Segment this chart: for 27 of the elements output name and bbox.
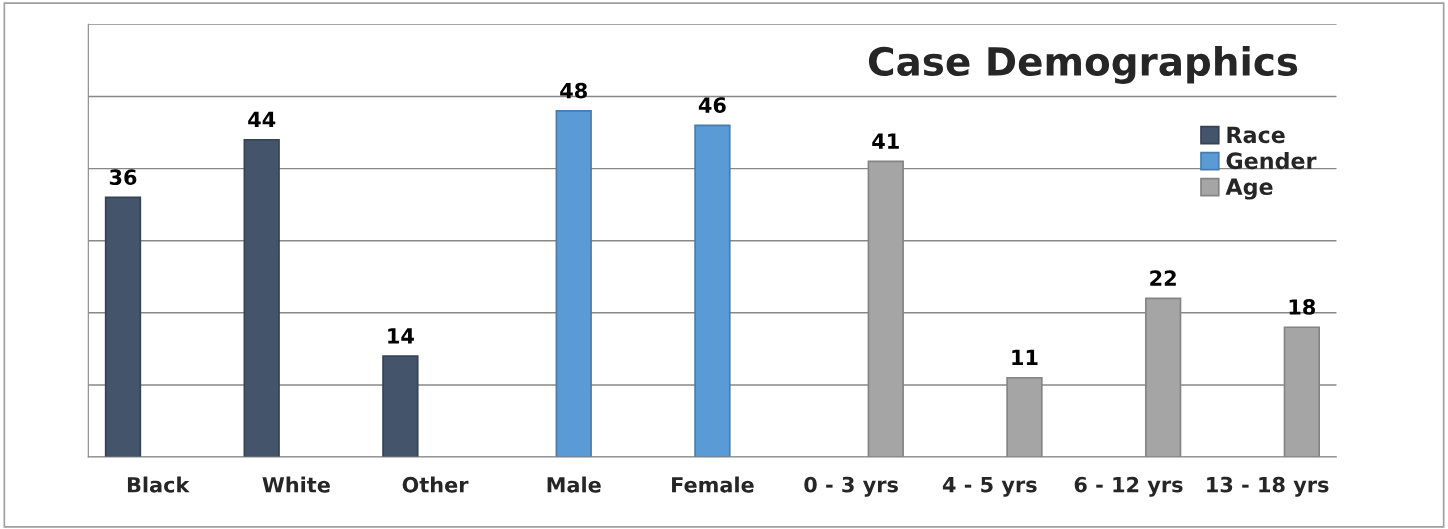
data-label: 41 bbox=[872, 133, 899, 149]
bar bbox=[694, 124, 731, 458]
data-label: 18 bbox=[1289, 299, 1316, 315]
data-label: 48 bbox=[560, 82, 587, 99]
x-tick-label: White bbox=[262, 476, 330, 493]
data-label: 11 bbox=[1012, 349, 1038, 366]
bar bbox=[104, 196, 142, 458]
x-tick-label: Male bbox=[547, 476, 601, 493]
x-tick-label: 4 - 5 yrs bbox=[942, 476, 1037, 497]
x-tick-label: Black bbox=[127, 476, 190, 493]
data-label: 44 bbox=[248, 111, 276, 128]
data-label: 22 bbox=[1150, 270, 1176, 286]
bar bbox=[382, 355, 419, 458]
x-tick-label: Other bbox=[402, 476, 469, 493]
x-tick-label: 0 - 3 yrs bbox=[804, 476, 898, 497]
legend-label: Race bbox=[1227, 126, 1285, 144]
legend-label: Age bbox=[1225, 178, 1273, 200]
x-tick-label: Female bbox=[672, 476, 754, 493]
x-tick-label: 6 - 12 yrs bbox=[1074, 476, 1183, 497]
data-label: 36 bbox=[109, 169, 137, 186]
x-tick-label: 13 - 18 yrs bbox=[1207, 476, 1329, 497]
data-label: 46 bbox=[698, 97, 726, 113]
legend-label: Gender bbox=[1226, 151, 1317, 170]
bar bbox=[555, 110, 592, 458]
data-label: 14 bbox=[388, 328, 414, 344]
text: Case Demographics bbox=[868, 45, 1298, 84]
bar bbox=[243, 138, 280, 458]
